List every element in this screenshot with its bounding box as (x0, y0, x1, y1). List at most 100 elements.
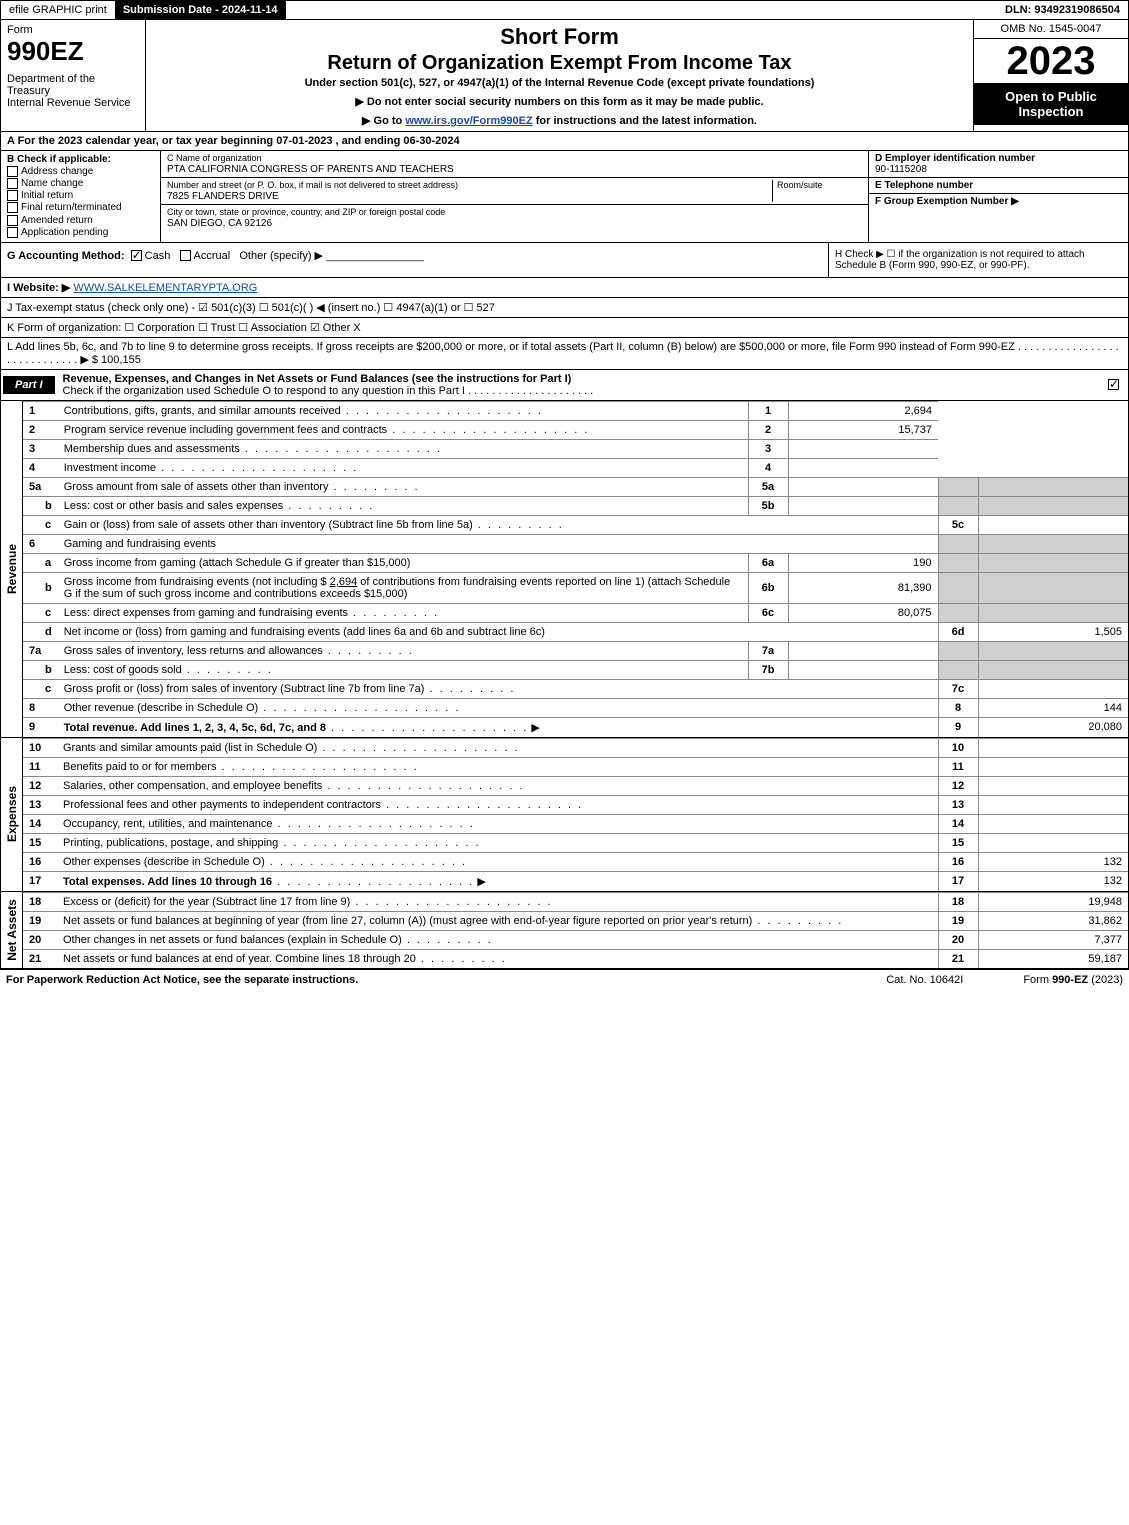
line-6a: aGross income from gaming (attach Schedu… (23, 553, 1128, 572)
c-street-row: Number and street (or P. O. box, if mail… (161, 178, 868, 205)
part1-badge: Part I (3, 376, 55, 394)
c-city-label: City or town, state or province, country… (167, 207, 445, 217)
l-value: 100,155 (101, 354, 141, 366)
footer-cat-no: Cat. No. 10642I (826, 974, 1023, 986)
line-6: 6Gaming and fundraising events (23, 534, 1128, 553)
col-c-org: C Name of organization PTA CALIFORNIA CO… (161, 151, 868, 242)
line-8: 8Other revenue (describe in Schedule O)8… (23, 698, 1128, 717)
line-5b: bLess: cost or other basis and sales exp… (23, 496, 1128, 515)
i-website: I Website: ▶ WWW.SALKELEMENTARYPTA.ORG (1, 278, 1128, 298)
footer-left: For Paperwork Reduction Act Notice, see … (6, 974, 826, 986)
line-10: 10Grants and similar amounts paid (list … (23, 738, 1128, 757)
d-ein: D Employer identification number 90-1115… (869, 151, 1128, 178)
short-form-title: Short Form (152, 24, 967, 50)
h-schedule-b: H Check ▶ ☐ if the organization is not r… (828, 243, 1128, 277)
line-13: 13Professional fees and other payments t… (23, 795, 1128, 814)
part1-header: Part I Revenue, Expenses, and Changes in… (1, 370, 1128, 401)
line-5a: 5aGross amount from sale of assets other… (23, 477, 1128, 496)
e-phone: E Telephone number (869, 178, 1128, 194)
d-label: D Employer identification number (875, 153, 1035, 164)
omb-number: OMB No. 1545-0047 (974, 20, 1128, 39)
goto-pre: ▶ Go to (362, 115, 405, 127)
revenue-table: 1Contributions, gifts, grants, and simil… (23, 401, 1128, 737)
row-g-h: G Accounting Method: Cash Accrual Other … (1, 243, 1128, 278)
line-6d: dNet income or (loss) from gaming and fu… (23, 622, 1128, 641)
chk-cash[interactable] (131, 250, 142, 261)
net-assets-section: Net Assets 18Excess or (deficit) for the… (1, 892, 1128, 969)
chk-application-pending[interactable]: Application pending (7, 227, 154, 238)
row-a-tax-year: A For the 2023 calendar year, or tax yea… (1, 132, 1128, 151)
website-link[interactable]: WWW.SALKELEMENTARYPTA.ORG (73, 282, 257, 294)
chk-accrual[interactable] (180, 250, 191, 261)
footer: For Paperwork Reduction Act Notice, see … (0, 970, 1129, 990)
expenses-table: 10Grants and similar amounts paid (list … (23, 738, 1128, 891)
return-title: Return of Organization Exempt From Incom… (152, 52, 967, 75)
col-b-checkboxes: B Check if applicable: Address change Na… (1, 151, 161, 242)
line-7b: bLess: cost of goods sold7b (23, 660, 1128, 679)
header-row: Form 990EZ Department of the Treasury In… (1, 20, 1128, 132)
footer-right: Form 990-EZ (2023) (1023, 974, 1123, 986)
net-assets-table: 18Excess or (deficit) for the year (Subt… (23, 892, 1128, 968)
g-accounting: G Accounting Method: Cash Accrual Other … (1, 243, 828, 277)
submission-date: Submission Date - 2024-11-14 (115, 1, 286, 19)
line-7c: cGross profit or (loss) from sales of in… (23, 679, 1128, 698)
line-7a: 7aGross sales of inventory, less returns… (23, 641, 1128, 660)
j-tax-exempt: J Tax-exempt status (check only one) - ☑… (1, 298, 1128, 318)
chk-initial-return[interactable]: Initial return (7, 190, 154, 201)
irs-label: Internal Revenue Service (7, 97, 139, 109)
line-19: 19Net assets or fund balances at beginni… (23, 911, 1128, 930)
c-city-value: SAN DIEGO, CA 92126 (167, 218, 272, 229)
goto-line: ▶ Go to www.irs.gov/Form990EZ for instru… (152, 114, 967, 127)
c-name-value: PTA CALIFORNIA CONGRESS OF PARENTS AND T… (167, 164, 454, 175)
chk-name-change[interactable]: Name change (7, 178, 154, 189)
expenses-sidelabel: Expenses (1, 738, 23, 891)
l-gross-receipts: L Add lines 5b, 6c, and 7b to line 9 to … (1, 338, 1128, 370)
c-city-row: City or town, state or province, country… (161, 205, 868, 231)
line-2: 2Program service revenue including gover… (23, 420, 1128, 439)
line-14: 14Occupancy, rent, utilities, and mainte… (23, 814, 1128, 833)
topbar: efile GRAPHIC print Submission Date - 20… (1, 1, 1128, 20)
irs-link[interactable]: www.irs.gov/Form990EZ (405, 115, 532, 127)
ssn-warning: ▶ Do not enter social security numbers o… (152, 95, 967, 108)
header-center: Short Form Return of Organization Exempt… (146, 20, 973, 131)
goto-post: for instructions and the latest informat… (533, 115, 757, 127)
header-right: OMB No. 1545-0047 2023 Open to Public In… (973, 20, 1128, 131)
part1-check[interactable] (1102, 376, 1128, 394)
revenue-section: Revenue 1Contributions, gifts, grants, a… (1, 401, 1128, 738)
line-20: 20Other changes in net assets or fund ba… (23, 930, 1128, 949)
chk-final-return[interactable]: Final return/terminated (7, 202, 154, 213)
form-word: Form (7, 24, 139, 36)
dln: DLN: 93492319086504 (997, 1, 1128, 19)
e-label: E Telephone number (875, 180, 973, 191)
part1-title: Revenue, Expenses, and Changes in Net As… (57, 370, 1102, 400)
line-21: 21Net assets or fund balances at end of … (23, 949, 1128, 968)
d-value: 90-1115208 (875, 164, 927, 175)
c-name-row: C Name of organization PTA CALIFORNIA CO… (161, 151, 868, 178)
line-6b: bGross income from fundraising events (n… (23, 572, 1128, 603)
dept-treasury: Department of the Treasury (7, 73, 139, 97)
c-room-label: Room/suite (777, 180, 823, 190)
line-4: 4Investment income4 (23, 458, 1128, 477)
line-16: 16Other expenses (describe in Schedule O… (23, 852, 1128, 871)
b-label: B Check if applicable: (7, 154, 154, 165)
line-9: 9Total revenue. Add lines 1, 2, 3, 4, 5c… (23, 717, 1128, 737)
efile-print[interactable]: efile GRAPHIC print (1, 1, 115, 19)
line-3: 3Membership dues and assessments3 (23, 439, 1128, 458)
line-15: 15Printing, publications, postage, and s… (23, 833, 1128, 852)
tax-year: 2023 (974, 39, 1128, 83)
f-label: F Group Exemption Number ▶ (875, 196, 1019, 207)
line-12: 12Salaries, other compensation, and empl… (23, 776, 1128, 795)
line-11: 11Benefits paid to or for members11 (23, 757, 1128, 776)
form-container: efile GRAPHIC print Submission Date - 20… (0, 0, 1129, 970)
c-name-label: C Name of organization (167, 153, 262, 163)
revenue-sidelabel: Revenue (1, 401, 23, 737)
expenses-section: Expenses 10Grants and similar amounts pa… (1, 738, 1128, 892)
form-number: 990EZ (7, 36, 139, 67)
chk-address-change[interactable]: Address change (7, 166, 154, 177)
chk-amended[interactable]: Amended return (7, 215, 154, 226)
c-street-value: 7825 FLANDERS DRIVE (167, 191, 279, 202)
f-group-exemption: F Group Exemption Number ▶ (869, 194, 1128, 209)
line-17: 17Total expenses. Add lines 10 through 1… (23, 871, 1128, 891)
open-to-public: Open to Public Inspection (974, 83, 1128, 125)
under-section: Under section 501(c), 527, or 4947(a)(1)… (152, 77, 967, 89)
